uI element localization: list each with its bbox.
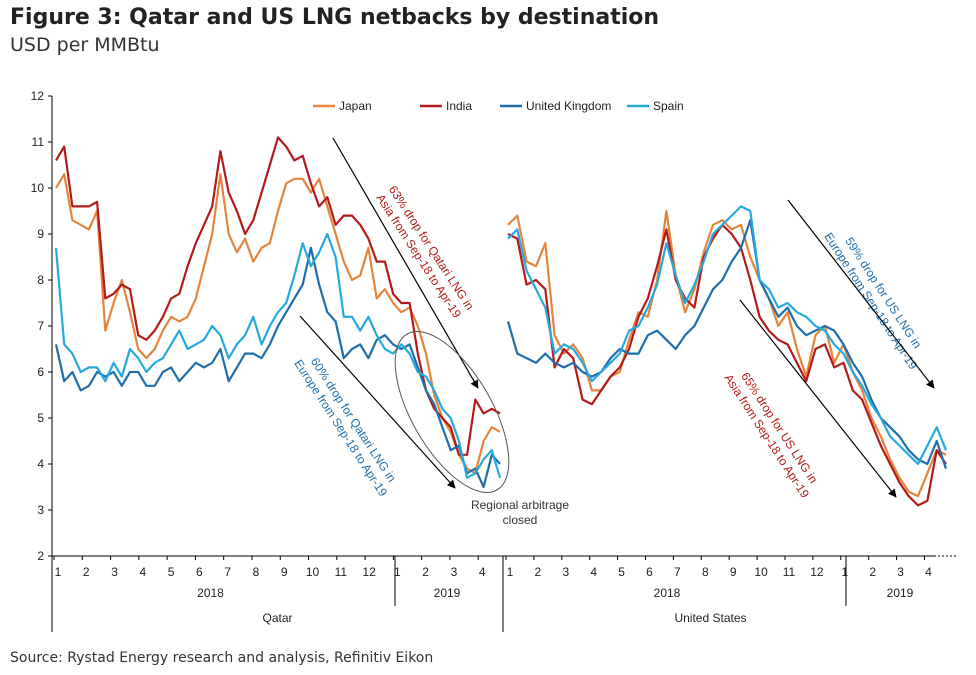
trend-arrow [787, 199, 935, 389]
y-tick-label: 9 [37, 227, 44, 241]
month-tick-label: 8 [702, 565, 709, 579]
series-line-united-kingdom-qatar [54, 246, 501, 489]
month-tick-label: 11 [783, 565, 796, 579]
month-tick-label: 10 [306, 565, 320, 579]
legend-label-united-kingdom: United Kingdom [526, 99, 611, 113]
legend-label-india: India [446, 99, 472, 113]
month-tick-label: 12 [810, 565, 824, 579]
month-tick-label: 2 [535, 565, 542, 579]
month-tick-label: 4 [925, 565, 932, 579]
page-subtitle: USD per MMBtu [10, 34, 160, 56]
annotation-line: 65% drop for US LNG in [738, 370, 820, 486]
y-tick-label: 5 [37, 411, 44, 425]
source-note: Source: Rystad Energy research and analy… [10, 650, 434, 666]
y-tick-label: 8 [37, 273, 44, 287]
y-tick-label: 3 [37, 503, 44, 517]
month-tick-label: 3 [111, 565, 118, 579]
arbitrage-ellipse [394, 331, 510, 493]
y-tick-label: 12 [31, 89, 45, 103]
series-line-spain-us [507, 205, 948, 466]
month-tick-label: 7 [224, 565, 231, 579]
annotation-line: 63% drop for Qatari LNG in [386, 183, 477, 313]
y-tick-label: 7 [37, 319, 44, 333]
annotation-line: Asia from Sep-18 to Apr-19 [721, 371, 812, 500]
month-tick-label: 10 [754, 565, 768, 579]
legend-label-spain: Spain [653, 99, 684, 113]
year-label: 2018 [654, 586, 681, 600]
annotation-line: Regional arbitrage [471, 498, 569, 512]
y-tick-label: 6 [37, 365, 44, 379]
month-tick-label: 1 [507, 565, 514, 579]
series-line-japan-us [507, 209, 947, 498]
group-label: Qatar [262, 611, 292, 625]
month-tick-label: 4 [139, 565, 146, 579]
month-tick-label: 1 [841, 565, 848, 579]
month-tick-label: 3 [897, 565, 904, 579]
trend-arrow [332, 137, 479, 389]
annotation-line: Asia from Sep-18 to Apr-19 [373, 191, 464, 320]
year-label: 2019 [434, 586, 461, 600]
legend: Japan India United Kingdom Spain [313, 99, 684, 113]
trend-arrow [299, 315, 456, 489]
month-tick-label: 11 [335, 565, 348, 579]
page-title: Figure 3: Qatar and US LNG netbacks by d… [10, 5, 660, 30]
trend-arrow [739, 299, 897, 498]
series-line-japan-qatar [55, 173, 501, 475]
series-line-india-qatar [55, 136, 501, 456]
month-tick-label: 9 [730, 565, 737, 579]
month-tick-label: 1 [394, 565, 401, 579]
month-tick-label: 4 [590, 565, 597, 579]
series-line-united-kingdom-us [506, 219, 948, 469]
y-tick-label: 4 [37, 457, 44, 471]
month-tick-label: 12 [362, 565, 376, 579]
y-tick-label: 10 [31, 181, 45, 195]
year-label: 2019 [887, 586, 914, 600]
series-line-india-us [507, 223, 947, 507]
month-tick-label: 1 [55, 565, 62, 579]
month-tick-label: 6 [646, 565, 653, 579]
month-tick-label: 2 [422, 565, 429, 579]
annotation-line: 59% drop for US LNG in [842, 235, 924, 351]
month-tick-label: 2 [83, 565, 90, 579]
month-tick-label: 5 [618, 565, 625, 579]
y-tick-label: 2 [37, 549, 44, 563]
month-tick-label: 7 [674, 565, 681, 579]
month-tick-label: 3 [562, 565, 569, 579]
legend-label-japan: Japan [339, 99, 372, 113]
month-tick-label: 4 [479, 565, 486, 579]
month-tick-label: 8 [253, 565, 260, 579]
month-tick-label: 9 [281, 565, 288, 579]
y-tick-label: 11 [32, 135, 45, 149]
annotation-line: Europe from Sep-18 to Apr-19 [291, 357, 390, 499]
annotation-line: closed [503, 513, 538, 527]
month-tick-label: 5 [168, 565, 175, 579]
month-tick-label: 2 [869, 565, 876, 579]
series-line-spain-qatar [54, 232, 502, 479]
year-label: 2018 [197, 586, 224, 600]
month-tick-label: 3 [451, 565, 458, 579]
group-label: United States [674, 611, 746, 625]
month-tick-label: 6 [196, 565, 203, 579]
